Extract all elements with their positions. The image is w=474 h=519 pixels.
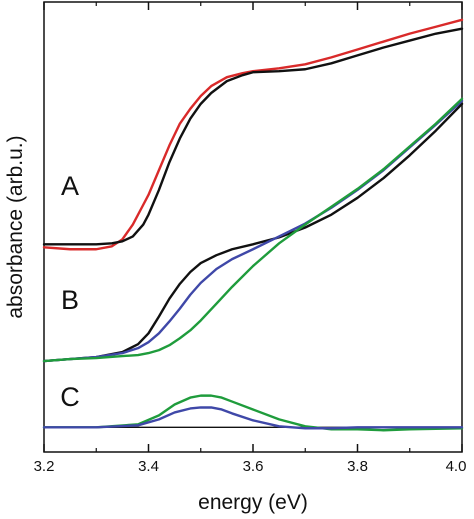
x-axis-label: energy (eV) — [198, 491, 308, 514]
x-tick-label-4.0: 4.0 — [446, 458, 467, 475]
panel-label-b: B — [61, 285, 79, 315]
y-axis-label: absorbance (arb.u.) — [4, 135, 27, 318]
plot-frame — [43, 1, 463, 453]
series-line-a-2 — [42, 27, 464, 246]
series-line-b-1 — [42, 102, 464, 363]
x-tick-label-3.2: 3.2 — [34, 458, 55, 475]
series-line-b-3 — [42, 97, 464, 363]
series-layer — [42, 18, 464, 432]
series-line-c-1 — [42, 394, 464, 432]
x-tick-label-3.6: 3.6 — [243, 458, 264, 475]
series-line-c-2 — [42, 406, 464, 430]
series-line-a-1 — [42, 18, 464, 251]
panel-label-c: C — [60, 382, 80, 412]
x-tick-label-3.8: 3.8 — [347, 458, 368, 475]
panel-label-a: A — [61, 171, 79, 201]
panel-label-layer: A B C — [60, 171, 80, 412]
tick-layer: 3.2 3.4 3.6 3.8 4.0 — [34, 2, 467, 475]
x-tick-label-3.4: 3.4 — [138, 458, 159, 475]
series-line-b-2 — [42, 99, 464, 363]
